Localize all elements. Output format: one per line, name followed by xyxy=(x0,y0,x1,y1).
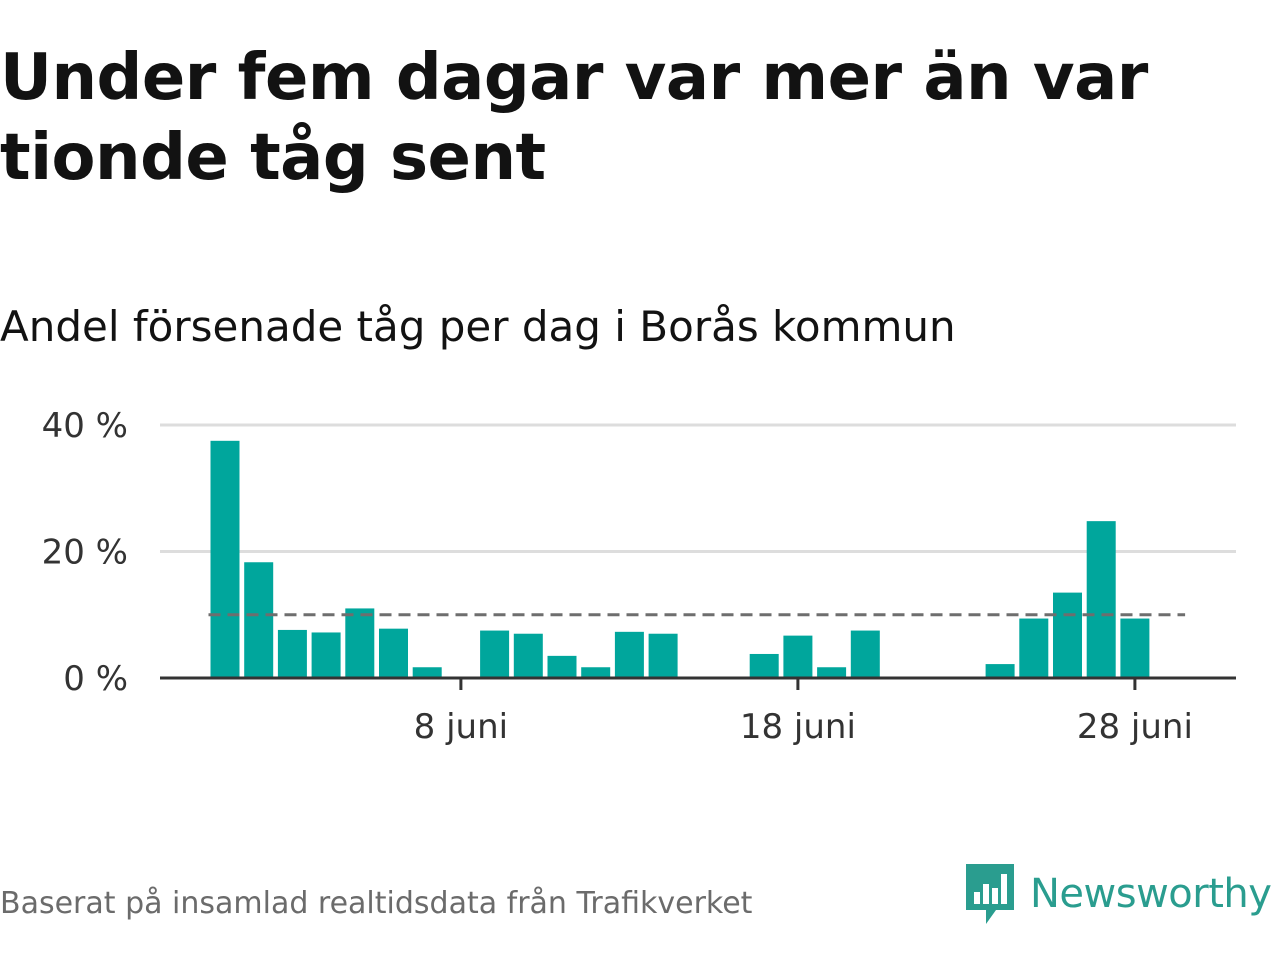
bar-day-25 xyxy=(1019,618,1049,678)
y-tick-label: 20 % xyxy=(42,533,128,573)
bar-day-14 xyxy=(648,633,678,678)
newsworthy-logo: Newsworthy xyxy=(964,862,1272,926)
bar-day-4 xyxy=(311,632,341,678)
bar-day-17 xyxy=(749,653,779,678)
chart-subtitle: Andel försenade tåg per dag i Borås komm… xyxy=(0,302,956,351)
bar-day-7 xyxy=(412,667,442,678)
bar-day-6 xyxy=(379,628,408,678)
bar-day-27 xyxy=(1086,521,1116,678)
x-tick-label: 28 juni xyxy=(1077,707,1193,747)
bar-day-9 xyxy=(480,630,510,678)
chart-title: Under fem dagar var mer än var tionde tå… xyxy=(0,41,1148,195)
brand-name: Newsworthy xyxy=(1030,871,1272,917)
bar-day-28 xyxy=(1120,618,1150,678)
bar-day-12 xyxy=(581,667,611,678)
bar-day-18 xyxy=(783,635,813,678)
bar-day-5 xyxy=(345,608,375,678)
bar-chart: 0 % 20 % 40 % 8 juni 18 juni 28 juni xyxy=(42,406,1236,747)
y-tick-label: 0 % xyxy=(63,659,128,699)
bar-day-24 xyxy=(985,664,1015,678)
bar-day-2 xyxy=(244,562,274,678)
bar-day-1 xyxy=(210,440,240,678)
bar-day-20 xyxy=(850,630,880,678)
x-tick-label: 8 juni xyxy=(414,707,508,747)
bar-day-11 xyxy=(547,655,577,678)
source-note: Baserat på insamlad realtidsdata från Tr… xyxy=(0,886,753,921)
bar-day-10 xyxy=(513,633,543,678)
bar-day-13 xyxy=(614,631,644,678)
y-tick-label: 40 % xyxy=(42,406,128,446)
bar-day-26 xyxy=(1053,592,1082,678)
bar-day-19 xyxy=(817,667,847,678)
x-tick-label: 18 juni xyxy=(740,707,856,747)
bar-day-3 xyxy=(277,629,307,678)
bar-chart-logo-icon xyxy=(966,864,1014,924)
